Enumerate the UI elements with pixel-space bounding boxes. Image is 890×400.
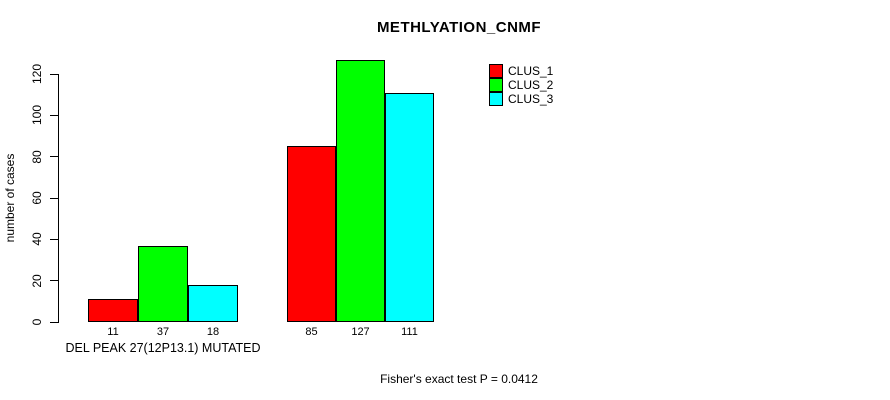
y-tick [50, 280, 59, 282]
legend-label: CLUS_2 [508, 77, 554, 92]
y-tick-label: 80 [30, 149, 44, 164]
legend-label: CLUS_1 [508, 63, 554, 78]
y-axis-label: number of cases [3, 153, 17, 243]
bar-clus_1-group1 [88, 299, 138, 322]
y-tick [50, 114, 59, 116]
y-tick-label: 20 [30, 273, 44, 288]
bar-clus_3-group1 [188, 285, 238, 322]
y-tick-label: 100 [30, 105, 44, 126]
bar-clus_1-group2 [287, 146, 336, 322]
y-tick [50, 197, 59, 199]
bar-value-label: 18 [206, 326, 220, 338]
bar-value-label: 37 [156, 326, 170, 338]
legend-swatch-clus-2 [489, 78, 503, 92]
bar-value-label: 85 [305, 326, 318, 338]
y-tick [50, 238, 59, 240]
y-tick-label: 40 [30, 232, 44, 247]
y-tick [50, 321, 59, 323]
legend-item: CLUS_2 [489, 78, 553, 92]
bar-clus_3-group2 [385, 93, 434, 322]
category-label: DEL PEAK 27(12P13.1) MUTATED [65, 341, 261, 355]
annotation-text: Fisher's exact test P = 0.0412 [380, 372, 538, 386]
bar-clus_2-group2 [336, 60, 385, 322]
bar-value-label: 127 [351, 326, 370, 338]
y-tick-label: 0 [30, 318, 44, 326]
y-tick-label: 60 [30, 191, 44, 205]
y-tick [50, 73, 59, 75]
bar-value-label: 111 [401, 326, 418, 338]
y-tick-label: 120 [30, 63, 44, 85]
legend-item: CLUS_3 [489, 92, 553, 106]
y-tick [50, 156, 59, 158]
legend-swatch-clus-3 [489, 92, 503, 106]
legend-item: CLUS_1 [489, 64, 553, 78]
legend-label: CLUS_3 [508, 91, 554, 106]
bar-value-label: 11 [107, 326, 119, 338]
chart-title: METHLYATION_CNMF [376, 19, 542, 36]
legend-swatch-clus-1 [489, 64, 503, 78]
legend: CLUS_1 CLUS_2 CLUS_3 [489, 64, 553, 106]
bar-clus_2-group1 [138, 246, 188, 322]
